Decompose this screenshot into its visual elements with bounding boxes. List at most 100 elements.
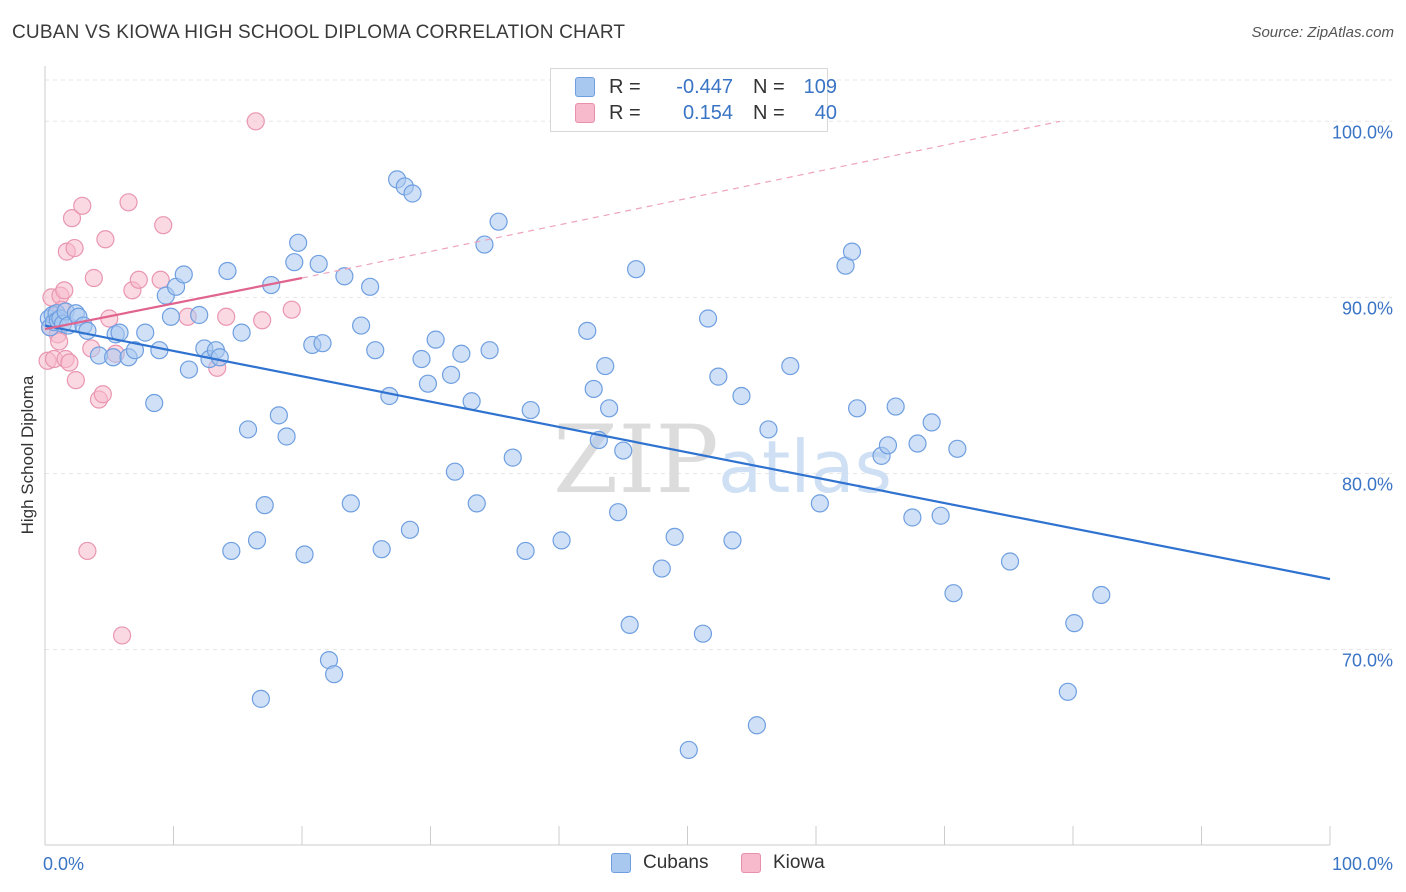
- cubans-point: [426, 330, 445, 349]
- cubans-point: [255, 496, 274, 515]
- source-label: Source: ZipAtlas.com: [1251, 24, 1394, 41]
- cubans-point: [931, 506, 950, 525]
- cubans-point: [210, 348, 229, 367]
- cubans-point: [412, 349, 431, 369]
- kiowa-point: [96, 230, 115, 249]
- cubans-point: [335, 267, 354, 286]
- kiowa-point: [78, 541, 97, 561]
- cubans-point: [609, 503, 628, 522]
- cubans-point: [709, 367, 728, 386]
- kiowa-swatch: [575, 103, 595, 123]
- kiowa-trend-extension: [301, 120, 1061, 279]
- cubans-point: [759, 420, 778, 439]
- cubans-point: [698, 309, 718, 328]
- cubans-point: [125, 341, 145, 360]
- kiowa-point: [65, 238, 84, 258]
- cubans-point: [452, 344, 471, 363]
- cubans-legend-swatch: [611, 853, 631, 873]
- cubans-point: [503, 448, 522, 467]
- cubans-point: [596, 356, 615, 376]
- tick-labels: 70.0% 80.0% 90.0% 100.0% 0.0% 100.0%: [43, 122, 1393, 874]
- trend-lines: [44, 120, 1331, 581]
- y-tick-label: 80.0%: [1342, 474, 1393, 494]
- cubans-points: [39, 170, 1111, 760]
- watermark: ZIP atlas: [553, 406, 892, 515]
- cubans-point: [600, 399, 619, 418]
- cubans-point: [620, 615, 639, 634]
- cubans-point: [104, 348, 123, 367]
- cubans-point: [922, 413, 941, 432]
- cubans-point: [723, 531, 742, 550]
- kiowa-legend-label: Kiowa: [773, 852, 825, 873]
- kiowa-point: [62, 209, 82, 228]
- legend-item-cubans[interactable]: Cubans: [611, 852, 709, 874]
- watermark-atlas: atlas: [718, 425, 892, 509]
- chart-title: CUBAN VS KIOWA HIGH SCHOOL DIPLOMA CORRE…: [12, 22, 626, 43]
- cubans-trend-line: [44, 324, 1331, 581]
- cubans-r-value: -0.447: [676, 75, 733, 98]
- cubans-point: [313, 334, 332, 353]
- cubans-point: [1065, 614, 1084, 633]
- cubans-point: [161, 307, 181, 326]
- cubans-point: [878, 436, 898, 455]
- stats-legend: R = -0.447 N = 109 R = 0.154 N = 40: [550, 68, 837, 132]
- cubans-point: [136, 323, 155, 342]
- cubans-point: [1000, 552, 1020, 571]
- axes: [44, 66, 1331, 846]
- n-label: N =: [753, 75, 785, 98]
- kiowa-point: [129, 270, 148, 289]
- cubans-point: [400, 520, 420, 539]
- kiowa-r-value: 0.154: [682, 101, 733, 124]
- kiowa-point: [60, 353, 79, 372]
- kiowa-point: [282, 300, 301, 319]
- kiowa-point: [151, 270, 170, 289]
- cubans-point: [190, 305, 209, 325]
- cubans-point: [78, 321, 97, 340]
- cubans-point: [732, 386, 751, 406]
- x-tick-label: 0.0%: [43, 854, 84, 874]
- cubans-point: [289, 233, 308, 252]
- cubans-point: [467, 494, 486, 513]
- kiowa-point: [84, 268, 103, 288]
- cubans-point: [295, 545, 314, 564]
- kiowa-point: [119, 193, 138, 212]
- cubans-point: [626, 260, 646, 279]
- kiowa-point: [50, 332, 69, 351]
- kiowa-point: [253, 311, 272, 330]
- cubans-n-value: 109: [803, 75, 837, 98]
- cubans-point: [781, 356, 800, 376]
- cubans-point: [652, 559, 671, 578]
- cubans-point: [810, 494, 829, 513]
- cubans-point: [886, 397, 905, 416]
- cubans-point: [352, 316, 371, 335]
- cubans-point: [521, 400, 540, 420]
- cubans-point: [285, 253, 304, 272]
- kiowa-point: [73, 196, 92, 215]
- legend-item-kiowa[interactable]: Kiowa: [741, 852, 825, 874]
- cubans-point: [693, 624, 713, 643]
- x-tick-label: 100.0%: [1332, 854, 1393, 874]
- cubans-point: [552, 531, 571, 550]
- watermark-zip: ZIP: [553, 406, 719, 515]
- cubans-point: [516, 541, 535, 561]
- cubans-point: [679, 740, 698, 760]
- cubans-point: [222, 541, 241, 561]
- cubans-point: [489, 212, 508, 231]
- cubans-point: [842, 242, 862, 261]
- cubans-point: [441, 365, 461, 384]
- legend-row-cubans: R = -0.447 N = 109: [575, 75, 837, 99]
- cubans-point: [1092, 585, 1111, 605]
- r-label: R =: [609, 101, 641, 124]
- cubans-point: [948, 439, 967, 458]
- cubans-swatch: [575, 77, 595, 97]
- cubans-point: [372, 540, 391, 559]
- cubans-point: [179, 360, 199, 379]
- r-label: R =: [609, 75, 641, 98]
- cubans-point: [269, 406, 288, 425]
- kiowa-n-value: 40: [814, 101, 837, 124]
- cubans-point: [908, 434, 927, 453]
- cubans-point: [944, 584, 963, 603]
- cubans-point: [361, 277, 380, 296]
- cubans-point: [174, 265, 193, 284]
